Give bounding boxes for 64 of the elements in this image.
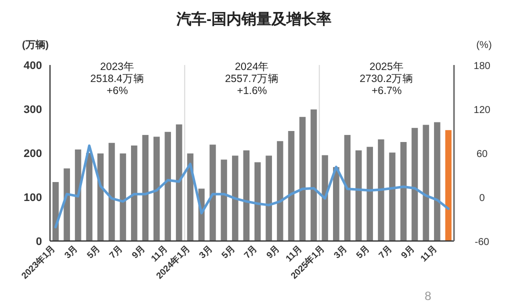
x-tick-label: 9月 xyxy=(399,243,416,260)
y2-tick-label: 0 xyxy=(479,193,486,204)
bar xyxy=(232,156,238,241)
bar xyxy=(366,146,373,241)
bar xyxy=(412,128,418,241)
y2-axis-title: (%) xyxy=(476,40,492,51)
annotation: 2023年 2518.4万辆 +6% xyxy=(90,61,144,97)
x-tick-label: 5月 xyxy=(354,243,372,260)
bar xyxy=(243,150,250,241)
bar xyxy=(52,182,59,241)
text: 8 xyxy=(424,289,432,303)
bar xyxy=(276,141,284,241)
bar xyxy=(389,152,396,241)
bar xyxy=(164,132,171,241)
bar xyxy=(445,130,452,241)
y-tick-label: 300 xyxy=(24,104,42,116)
bar xyxy=(142,134,149,241)
bar xyxy=(220,160,228,241)
bar xyxy=(434,122,440,241)
y2-tick-label: -60 xyxy=(474,237,490,248)
bar xyxy=(153,136,160,241)
bar xyxy=(310,109,317,241)
y-tick-label: 0 xyxy=(36,236,42,248)
y-tick-label: 200 xyxy=(24,148,42,160)
x-tick-label: 9月 xyxy=(130,243,147,260)
y2-tick-label: 60 xyxy=(476,149,488,160)
bar xyxy=(210,144,216,241)
x-tick-label: 7月 xyxy=(107,243,124,260)
y2-tick-label: 120 xyxy=(474,105,491,116)
bar xyxy=(378,139,384,241)
chart-title: 汽车-国内销量及增长率 xyxy=(176,10,332,28)
x-tick-label: 11月 xyxy=(418,243,439,264)
bar xyxy=(64,168,70,241)
x-tick-label: 7月 xyxy=(242,243,260,260)
y-axis-title: (万辆) xyxy=(22,39,49,51)
bar xyxy=(288,131,294,241)
x-tick-label: 7月 xyxy=(376,243,394,260)
bar xyxy=(131,146,138,241)
x-tick-label: 9月 xyxy=(264,243,282,260)
bar xyxy=(266,156,272,241)
x-tick-label: 11月 xyxy=(149,243,170,264)
bar xyxy=(120,153,126,241)
bar xyxy=(299,116,306,241)
y-tick-label: 100 xyxy=(24,192,42,204)
x-tick-label: 3月 xyxy=(62,243,80,260)
annotation: 2024年 2557.7万辆 +1.6% xyxy=(224,61,280,97)
x-tick-label: 5月 xyxy=(220,243,237,260)
x-tick-label: 5月 xyxy=(84,243,102,260)
bar xyxy=(400,142,407,241)
bar xyxy=(187,153,194,241)
bar xyxy=(86,153,92,241)
bar xyxy=(344,134,351,241)
x-tick-label: 3月 xyxy=(197,243,214,260)
bar xyxy=(422,124,430,241)
bar xyxy=(333,167,340,241)
x-tick-label: 3月 xyxy=(332,243,349,260)
annotation: 2025年 2730.2万辆 +6.7% xyxy=(360,61,414,97)
bar xyxy=(355,150,362,241)
y2-tick-label: 180 xyxy=(474,61,491,72)
bar xyxy=(176,124,182,241)
bar xyxy=(108,142,115,241)
line-series xyxy=(54,144,450,228)
y-tick-label: 400 xyxy=(24,60,42,72)
bar xyxy=(254,162,261,241)
